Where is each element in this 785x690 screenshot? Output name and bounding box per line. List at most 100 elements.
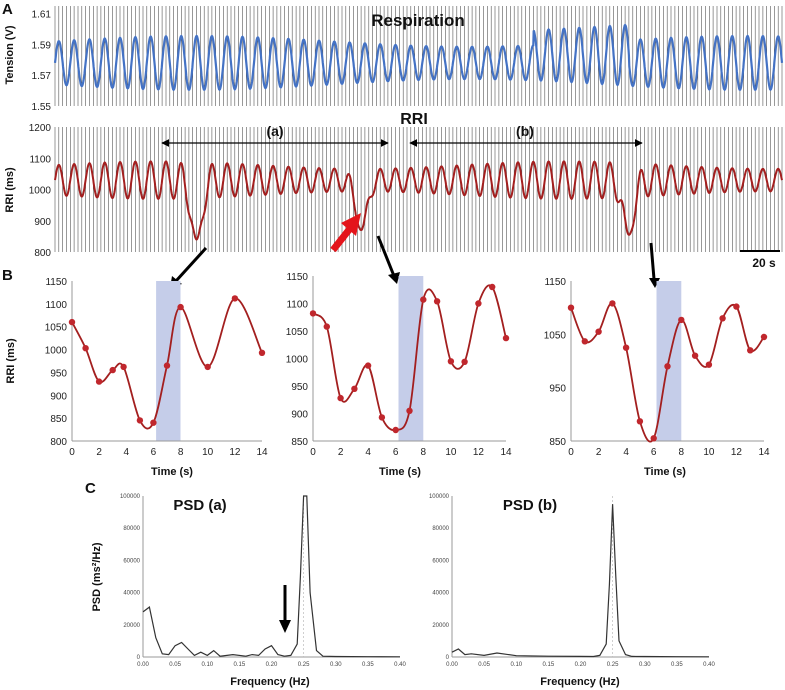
data-point — [120, 363, 127, 371]
x-tick-label: 0 — [310, 447, 316, 458]
x-tick-label: 12 — [731, 447, 743, 458]
data-point — [231, 295, 239, 302]
y-tick-label: 1000 — [286, 355, 309, 366]
y-tick-label: 1150 — [286, 272, 308, 283]
y-tick-label: 60000 — [123, 558, 140, 564]
x-tick-label: 0.00 — [137, 662, 149, 668]
y-tick-label: 1.57 — [32, 71, 52, 82]
x-tick-label: 0.05 — [478, 662, 490, 668]
y-tick-label: 80000 — [123, 526, 140, 532]
y-tick-label: 20000 — [123, 623, 140, 629]
data-point — [351, 385, 358, 392]
respiration-ylabel: Tension (V) — [4, 25, 16, 84]
x-tick-label: 0.30 — [639, 662, 651, 668]
x-tick-label: 0.05 — [169, 662, 181, 668]
data-point — [567, 304, 575, 311]
psd-a-xlabel: Frequency (Hz) — [230, 676, 310, 688]
x-tick-label: 0.25 — [607, 662, 619, 668]
y-tick-label: 1.61 — [32, 10, 52, 21]
data-point — [150, 419, 157, 426]
y-tick-label: 80000 — [432, 526, 449, 532]
y-tick-label: 800 — [50, 437, 67, 448]
zoom-1-xlabel: Time (s) — [151, 466, 193, 478]
y-tick-label: 900 — [50, 391, 67, 402]
y-tick-label: 800 — [34, 248, 51, 259]
data-point — [691, 352, 699, 359]
data-point — [433, 298, 441, 305]
x-tick-label: 0.20 — [266, 662, 278, 668]
y-tick-label: 1000 — [45, 346, 68, 357]
x-tick-label: 10 — [703, 447, 715, 458]
rri-overview-ylabel: RRI (ms) — [4, 167, 16, 213]
x-tick-label: 0.10 — [510, 662, 522, 668]
psd-b-title: PSD (b) — [503, 497, 557, 514]
psd-a-down-arrow — [279, 585, 291, 633]
y-tick-label: 1100 — [29, 154, 51, 165]
data-point — [68, 318, 76, 326]
scale-bar-label: 20 s — [752, 256, 776, 270]
data-point — [392, 426, 399, 434]
x-tick-label: 2 — [596, 447, 602, 458]
data-point — [163, 362, 171, 369]
data-point — [364, 362, 372, 369]
rri-overview-title: RRI — [400, 111, 428, 128]
y-tick-label: 950 — [549, 384, 566, 395]
data-point — [664, 363, 671, 370]
data-point — [581, 338, 588, 345]
x-tick-label: 8 — [679, 447, 685, 458]
psd-b-chart: 100000 80000 60000 40000 20000 00.00 0.05 0.10 0… — [429, 494, 716, 688]
y-tick-label: 1050 — [544, 330, 567, 341]
x-tick-label: 0.25 — [298, 662, 310, 668]
data-point — [447, 358, 455, 365]
respiration-y-ticks: 1.61 1.59 1.57 1.55 — [32, 10, 52, 113]
panel-label-b: B — [2, 267, 13, 284]
x-tick-label: 0 — [69, 447, 75, 458]
data-point — [650, 435, 657, 442]
rri-overview-series-line — [54, 160, 783, 241]
x-tick-label: 0.40 — [394, 662, 406, 668]
psd-a-title: PSD (a) — [173, 497, 226, 514]
x-tick-label: 12 — [473, 447, 485, 458]
psd-series-line — [142, 495, 401, 658]
y-tick-label: 1.59 — [32, 41, 52, 52]
y-tick-label: 1200 — [29, 123, 52, 134]
y-tick-label: 850 — [549, 437, 566, 448]
y-tick-label: 950 — [50, 368, 67, 379]
data-point — [502, 334, 510, 342]
respiration-chart: Tension (V) 1.61 1.59 1.57 1.55 Respiration — [4, 6, 784, 113]
panel-label-a: A — [2, 1, 13, 18]
psd-a-ylabel: PSD (ms²/Hz) — [91, 542, 103, 611]
y-tick-label: 1100 — [45, 300, 67, 311]
x-tick-label: 0 — [568, 447, 574, 458]
highlight-band — [398, 276, 424, 441]
rri-zoom-1-chart: RRI (ms) 1150 1100 1050 1000 950 900 850 8000 2 4… — [5, 277, 268, 478]
y-tick-label: 900 — [34, 217, 51, 228]
respiration-series-line — [53, 23, 784, 92]
y-tick-label: 0 — [137, 655, 141, 661]
y-tick-label: 60000 — [432, 558, 449, 564]
data-point — [136, 417, 144, 424]
data-point — [678, 316, 685, 324]
zoom-3-xlabel: Time (s) — [644, 466, 686, 478]
x-tick-label: 2 — [338, 447, 344, 458]
x-tick-label: 0.40 — [703, 662, 715, 668]
red-arrow-marker — [330, 213, 361, 253]
x-tick-label: 0.30 — [330, 662, 342, 668]
y-tick-label: 900 — [291, 410, 308, 421]
data-point — [461, 358, 468, 365]
x-tick-label: 0.00 — [446, 662, 458, 668]
y-tick-label: 850 — [291, 437, 308, 448]
x-tick-label: 0.35 — [362, 662, 374, 668]
x-tick-label: 4 — [623, 447, 629, 458]
y-tick-label: 950 — [291, 382, 308, 393]
data-point — [109, 366, 116, 374]
data-point — [719, 315, 726, 322]
data-point — [475, 300, 482, 307]
x-tick-label: 12 — [229, 447, 241, 458]
data-point — [378, 414, 386, 421]
data-point — [622, 344, 630, 351]
y-tick-label: 1050 — [286, 327, 309, 338]
